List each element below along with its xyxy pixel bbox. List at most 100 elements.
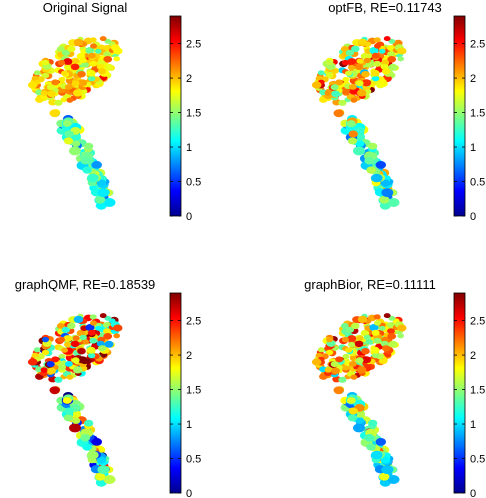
mesh-vertex [72, 58, 80, 64]
mesh-vertex [360, 52, 370, 60]
mesh-vertex [355, 417, 365, 424]
mesh-vertex [380, 456, 391, 464]
mesh-vertex [374, 320, 381, 326]
mesh-vertex [345, 49, 355, 56]
mesh-vertex [361, 79, 372, 87]
mesh-vertex [51, 79, 60, 86]
mesh-vertex [42, 59, 49, 66]
mesh-vertex [113, 333, 120, 339]
mesh-vertex [47, 90, 56, 98]
mesh-vertex [61, 326, 71, 333]
colorbar-ticks: 0 0.5 1 1.5 2 2.5 [170, 316, 201, 498]
mesh-vertex [371, 329, 380, 336]
mesh-vertex [82, 339, 89, 345]
mesh-vertex [381, 345, 391, 352]
mesh-vertex [82, 62, 89, 68]
colorbar-tick-label: 2.5 [470, 39, 485, 51]
mesh-vertex [40, 367, 48, 373]
mesh-vertex [397, 47, 407, 55]
mesh-vertex [97, 345, 107, 352]
mesh-vertex [41, 72, 50, 79]
mesh-vertex [86, 346, 96, 354]
mesh-vertex [80, 434, 91, 442]
colorbar-ticks: 0 0.5 1 1.5 2 2.5 [170, 39, 201, 223]
mesh-vertex [79, 334, 87, 341]
mesh-vertex [113, 47, 123, 55]
mesh-vertex [341, 59, 350, 66]
mesh-vertex [354, 340, 364, 347]
mesh-vertex [71, 80, 80, 87]
mesh-vertex [364, 434, 375, 442]
panel-graphbior: graphBior, RE=0.11111 0 0.5 1 1.5 2 2.5 [304, 277, 485, 498]
colorbar-tick-label: 2.5 [470, 316, 485, 328]
mesh-vertex [76, 329, 86, 337]
mesh-vertex [71, 140, 81, 147]
mesh-vertex [65, 361, 73, 367]
mesh-vertex [370, 346, 380, 354]
mesh-vertex [103, 333, 113, 340]
mesh-vertex [87, 173, 99, 183]
mesh-vertex [387, 56, 397, 63]
mesh-vertex [42, 336, 49, 343]
mesh-vertex [82, 166, 92, 174]
mesh-vertex [383, 36, 391, 42]
mesh-vertex [95, 195, 106, 204]
mesh-vertex [364, 157, 375, 165]
mesh-vertex [49, 386, 60, 395]
colorbar-ticks: 0 0.5 1 1.5 2 2.5 [454, 316, 485, 498]
mesh-vertex [63, 137, 74, 145]
mesh-vertex [56, 323, 65, 329]
mesh-vertex [104, 38, 112, 44]
colorbar-tick-label: 0 [470, 211, 476, 223]
mesh-vertex [340, 323, 349, 329]
mesh-vertex [51, 356, 60, 363]
mesh-vertex [371, 450, 383, 460]
colorbar-tick-label: 1 [186, 142, 192, 154]
mesh-vertex [85, 324, 95, 331]
mesh-vertex [64, 407, 74, 415]
mesh-vertex [353, 146, 365, 156]
mesh-vertex [366, 339, 373, 345]
mesh-vertex [346, 397, 356, 404]
mesh-vertex [73, 315, 84, 323]
colorbar-tick-label: 0.5 [470, 177, 485, 189]
colorbar-tick-label: 0.5 [186, 454, 201, 466]
mesh-vertex [27, 81, 38, 89]
mesh-vertex [357, 315, 368, 323]
mesh-vertex [87, 450, 99, 460]
mesh-vertex [91, 438, 103, 446]
mesh-vertex [373, 60, 382, 67]
mesh-vertex [63, 58, 73, 65]
colorbar-tick-label: 2.5 [186, 39, 201, 51]
mesh-vertex [49, 109, 60, 118]
colorbar-tick-label: 0.5 [186, 177, 201, 189]
mesh-vertex [335, 79, 344, 86]
mesh-vertex [326, 59, 333, 66]
mesh-scatter [27, 36, 123, 210]
mesh-vertex [348, 407, 358, 415]
mesh-vertex [348, 341, 356, 348]
mesh-vertex [360, 329, 370, 337]
mesh-vertex [62, 120, 72, 127]
mesh-vertex [351, 45, 360, 53]
mesh-vertex [66, 374, 74, 380]
mesh-vertex [324, 367, 332, 373]
mesh-vertex [349, 361, 357, 367]
mesh-vertex [71, 357, 80, 364]
mesh-vertex [70, 340, 80, 347]
mesh-vertex [387, 328, 395, 334]
mesh-vertex [381, 188, 394, 198]
mesh-vertex [350, 374, 358, 380]
colorbar-tick-label: 1 [186, 419, 192, 431]
mesh-vertex [61, 70, 68, 76]
mesh-scatter [27, 313, 123, 487]
mesh-vertex [355, 357, 364, 364]
mesh-vertex [54, 376, 63, 383]
mesh-vertex [77, 79, 88, 87]
mesh-vertex [347, 137, 358, 145]
mesh-vertex [363, 57, 371, 64]
panel-graphqmf: graphQMF, RE=0.18539 0 0.5 1 1.5 2 2.5 [15, 277, 202, 498]
mesh-vertex [47, 367, 56, 375]
mesh-vertex [341, 336, 350, 343]
